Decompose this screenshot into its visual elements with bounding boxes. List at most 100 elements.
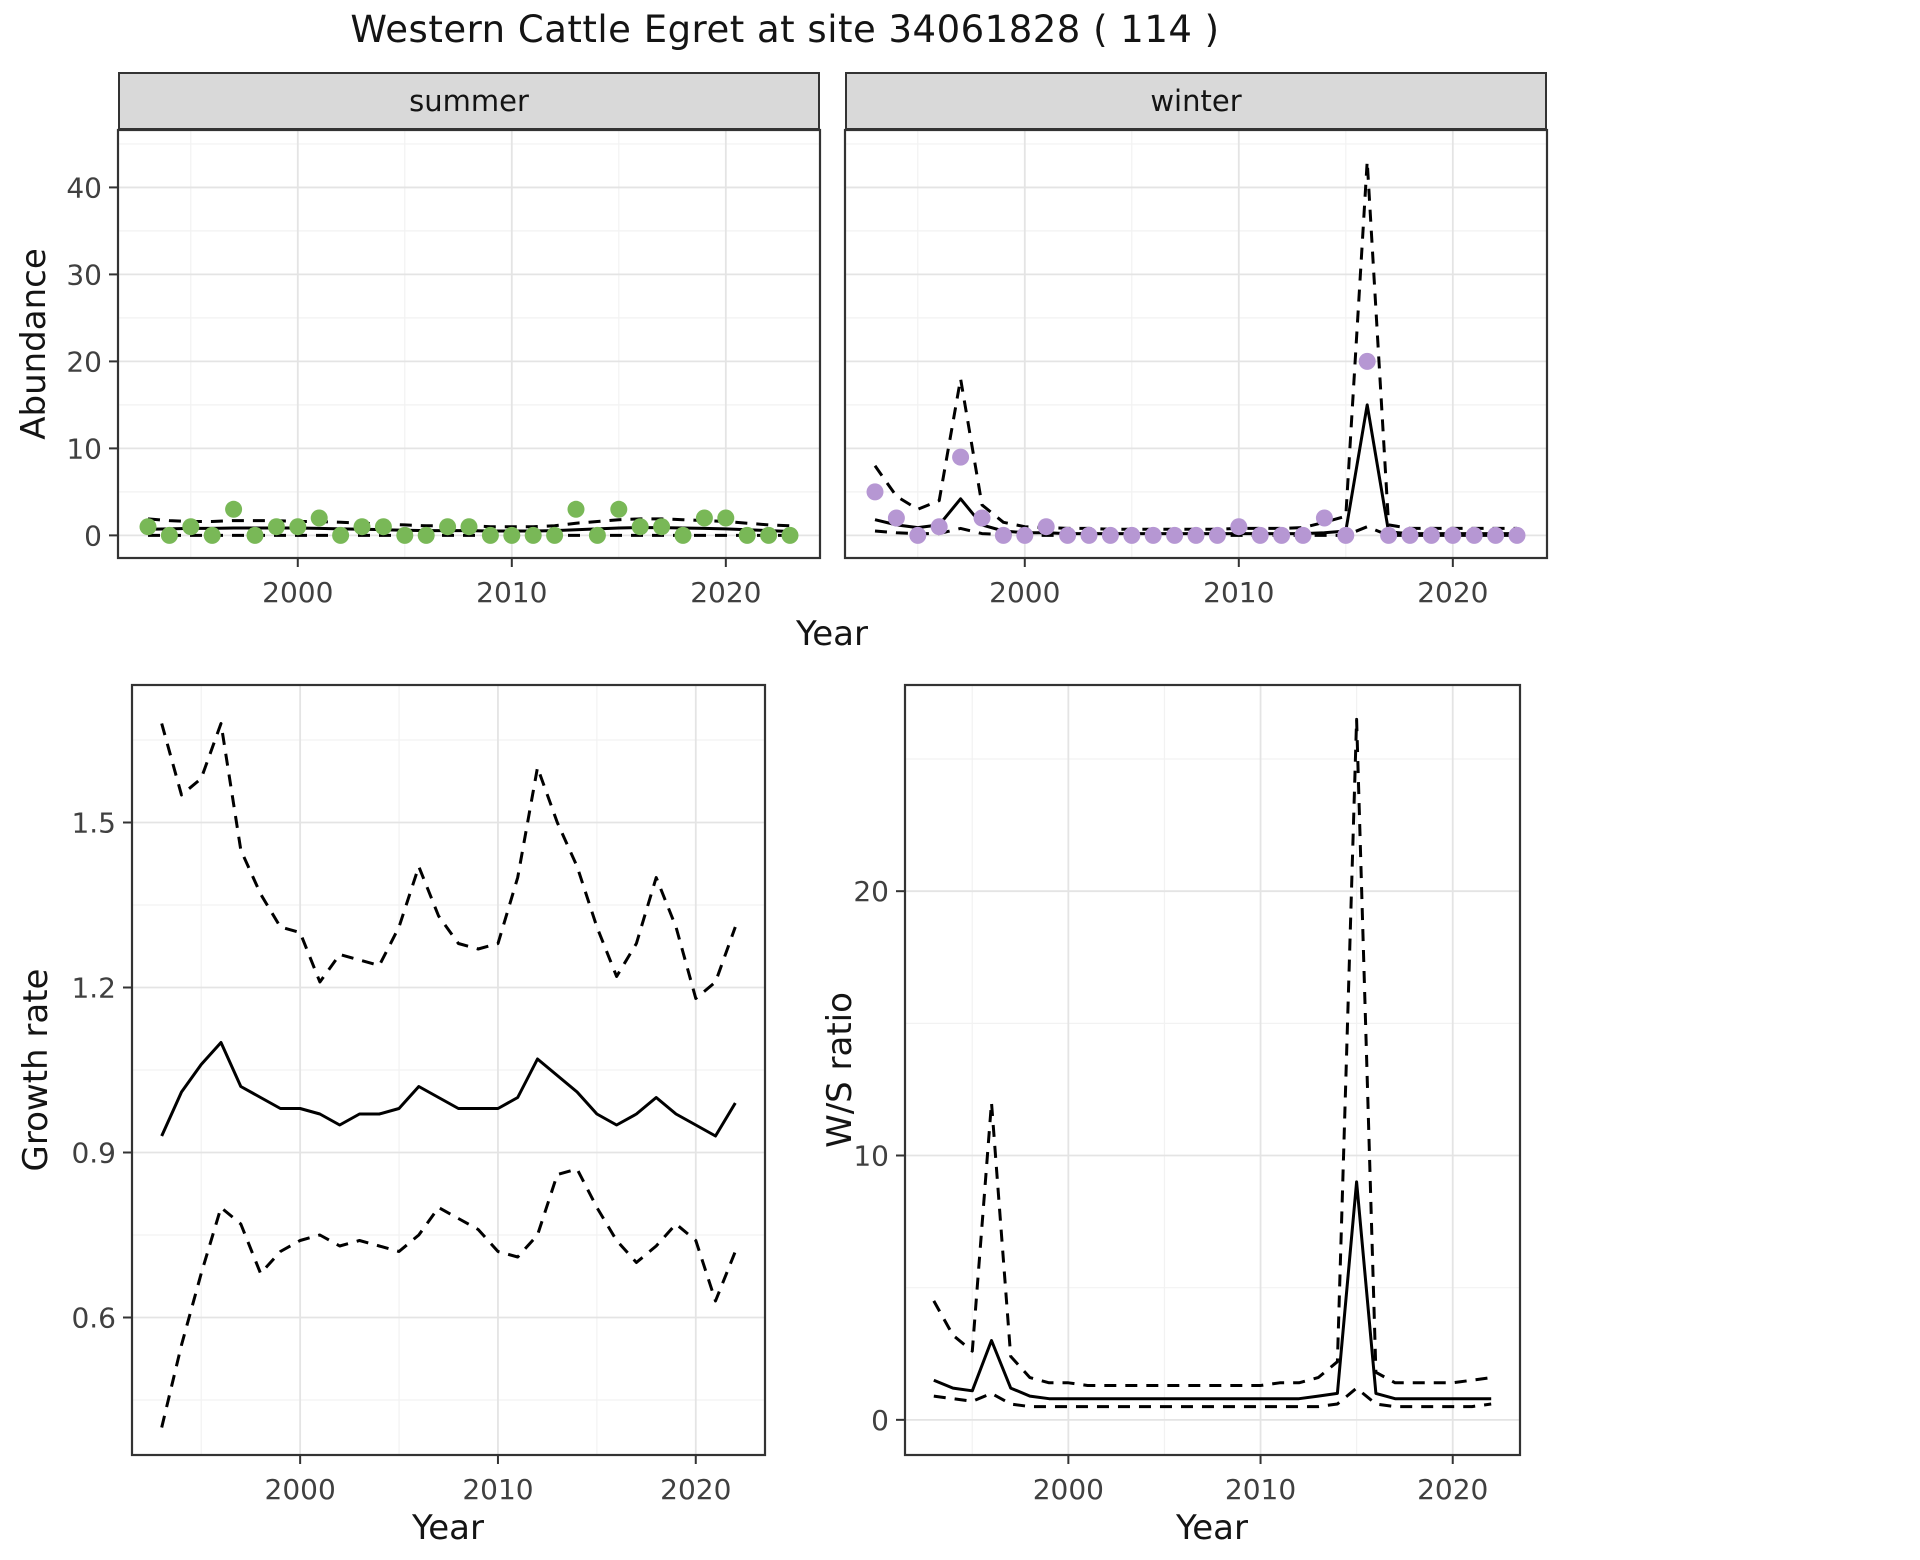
summer-observation-point <box>460 518 478 536</box>
summer-observation-point <box>695 509 713 527</box>
ws-panel-background <box>905 685 1520 1455</box>
summer-observation-point <box>439 518 457 536</box>
growth-x-tick-label: 2000 <box>265 1473 336 1506</box>
winter-observation-point <box>1166 526 1184 544</box>
growth-y-tick-label: 0.6 <box>71 1302 116 1335</box>
summer-y-tick-label: 20 <box>66 345 102 378</box>
growth-y-tick-label: 1.5 <box>71 807 116 840</box>
summer-observation-point <box>546 526 564 544</box>
x-axis-label-year-ws: Year <box>1176 1508 1248 1548</box>
growth-y-tick-label: 1.2 <box>71 972 116 1005</box>
facet-strip-winter-label: winter <box>1150 84 1242 118</box>
winter-observation-point <box>1059 526 1077 544</box>
summer-observation-point <box>738 526 756 544</box>
winter-observation-point <box>1080 526 1098 544</box>
summer-observation-point <box>567 500 585 518</box>
summer-observation-point <box>481 526 499 544</box>
winter-observation-point <box>1465 526 1483 544</box>
page-title: Western Cattle Egret at site 34061828 ( … <box>350 8 1220 51</box>
summer-observation-point <box>631 518 649 536</box>
summer-observation-point <box>653 518 671 536</box>
y-axis-label-ws-ratio: W/S ratio <box>820 992 860 1148</box>
winter-observation-point <box>909 526 927 544</box>
summer-observation-point <box>182 518 200 536</box>
summer-observation-point <box>396 526 414 544</box>
growth-lower-ci-line <box>160 1167 737 1428</box>
ws-y-tick-label: 0 <box>871 1404 889 1437</box>
ws-x-tick-label: 2020 <box>1417 1473 1488 1506</box>
summer-observation-point <box>267 518 285 536</box>
summer-observation-point <box>760 526 778 544</box>
growth-fit-line <box>160 1041 737 1138</box>
ws-x-tick-label: 2000 <box>1033 1473 1104 1506</box>
winter-observation-point <box>1401 526 1419 544</box>
growth-y-tick-label: 0.9 <box>71 1137 116 1170</box>
growth-panel-border <box>130 683 767 1457</box>
winter-observation-point <box>973 509 991 527</box>
growth-x-tick-label: 2020 <box>660 1473 731 1506</box>
winter-panel-border <box>843 128 1549 560</box>
summer-observation-point <box>139 518 157 536</box>
growth-x-tick-label: 2010 <box>462 1473 533 1506</box>
summer-observation-point <box>503 526 521 544</box>
panel-winter: 2000 2010 2020 <box>843 128 1549 609</box>
summer-y-tick-label: 40 <box>66 171 102 204</box>
summer-observation-point <box>246 526 264 544</box>
x-axis-label-year-top: Year <box>796 614 868 654</box>
x-axis-label-year-growth: Year <box>412 1508 484 1548</box>
winter-observation-point <box>1101 526 1119 544</box>
winter-observation-point <box>1294 526 1312 544</box>
winter-observation-point <box>1337 526 1355 544</box>
winter-observation-point <box>1508 526 1526 544</box>
panel-growth: 2000 2010 2020 0.6 0.9 1.2 1.5 <box>71 683 767 1506</box>
summer-observation-point <box>310 509 328 527</box>
summer-x-tick-label: 2010 <box>476 576 547 609</box>
summer-observation-point <box>289 518 307 536</box>
summer-y-tick-label: 10 <box>66 432 102 465</box>
winter-observation-point <box>866 483 884 501</box>
winter-panel-background <box>845 130 1547 558</box>
winter-observation-point <box>1422 526 1440 544</box>
summer-x-tick-label: 2000 <box>262 576 333 609</box>
summer-y-tick-label: 30 <box>66 258 102 291</box>
growth-upper-ci-line <box>160 722 737 1000</box>
winter-observation-point <box>1380 526 1398 544</box>
winter-observation-point <box>1187 526 1205 544</box>
summer-x-tick-label: 2020 <box>690 576 761 609</box>
winter-observation-point <box>1208 526 1226 544</box>
summer-observation-point <box>225 500 243 518</box>
winter-observation-point <box>1315 509 1333 527</box>
winter-observation-point <box>1016 526 1034 544</box>
winter-observation-point <box>1444 526 1462 544</box>
winter-observation-point <box>1358 352 1376 370</box>
winter-observation-point <box>1037 518 1055 536</box>
summer-panel-border <box>116 128 822 560</box>
winter-observation-point <box>1273 526 1291 544</box>
summer-observation-point <box>610 500 628 518</box>
panel-ws: 2000 2010 2020 0 10 20 <box>853 683 1522 1506</box>
summer-observation-point <box>203 526 221 544</box>
ws-fit-line <box>933 1180 1492 1401</box>
winter-observation-point <box>1144 526 1162 544</box>
winter-observation-point <box>994 526 1012 544</box>
winter-x-tick-label: 2020 <box>1417 576 1488 609</box>
summer-panel-background <box>118 130 820 558</box>
summer-observation-point <box>160 526 178 544</box>
ws-panel-border <box>903 683 1522 1457</box>
panel-summer: 2000 2010 2020 0 10 20 30 40 <box>66 128 822 609</box>
ws-y-tick-label: 10 <box>853 1140 889 1173</box>
winter-observation-point <box>930 518 948 536</box>
ws-x-tick-label: 2010 <box>1225 1473 1296 1506</box>
winter-x-tick-label: 2010 <box>1203 576 1274 609</box>
summer-observation-point <box>524 526 542 544</box>
winter-observation-point <box>952 448 970 466</box>
facet-strip-summer-label: summer <box>409 84 529 118</box>
summer-observation-point <box>717 509 735 527</box>
y-axis-label-growth-rate: Growth rate <box>16 968 56 1172</box>
facet-strip-winter: winter <box>845 72 1547 130</box>
y-axis-label-abundance: Abundance <box>14 248 54 440</box>
summer-observation-point <box>417 526 435 544</box>
summer-observation-point <box>374 518 392 536</box>
summer-observation-point <box>332 526 350 544</box>
